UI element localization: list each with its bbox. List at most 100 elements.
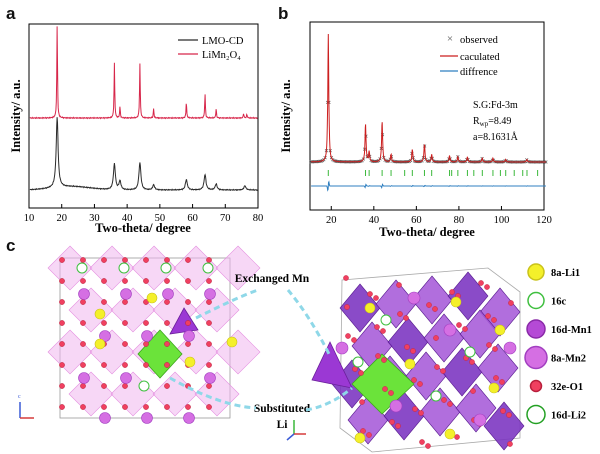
panel-b-tick-label: 80 — [454, 215, 465, 226]
panel-a-legend: LMO-CD LiMn₂O₄ — [178, 36, 244, 61]
atom-o1 — [101, 404, 107, 410]
atom-o1 — [59, 341, 65, 347]
atom-o1 — [80, 278, 86, 284]
panel-a-series-1 — [29, 26, 258, 120]
atom-o1 — [389, 419, 395, 425]
panel-a-tick-label: 30 — [89, 213, 100, 224]
panel-a-tick-label: 80 — [253, 213, 264, 224]
atom-legend-swatch — [524, 345, 548, 370]
perspective-structure — [311, 267, 525, 453]
atom-o1 — [122, 341, 128, 347]
atom-o1 — [164, 383, 170, 389]
panel-c-structures: Exchanged Mn Substituted Li c 8a-Li1 16c 1… — [18, 245, 592, 453]
atom-o1 — [358, 370, 364, 376]
atom-o1 — [143, 341, 149, 347]
atom-o1 — [122, 257, 128, 263]
atom-o1 — [344, 304, 350, 310]
atom-o1 — [485, 313, 491, 319]
atom-mn — [78, 372, 90, 384]
atom-o1 — [206, 404, 212, 410]
mn-octahedron — [447, 271, 489, 321]
atom-o1 — [80, 320, 86, 326]
atom-o1 — [164, 299, 170, 305]
octahedron — [68, 287, 114, 333]
atom-legend: 8a-Li1 16c 16d-Mn1 8a-Mn2 32e-O1 16d-Li2 — [524, 263, 592, 425]
atom-o1 — [185, 320, 191, 326]
atom-legend-swatch — [526, 404, 546, 425]
atom-legend-label: 16c — [551, 297, 567, 308]
atom-o1 — [101, 383, 107, 389]
atom-mn — [99, 330, 111, 342]
atom-o1 — [164, 278, 170, 284]
octahedron — [68, 371, 114, 417]
atom-o1 — [345, 333, 351, 339]
atom-o1 — [449, 289, 455, 295]
atom-o1 — [164, 320, 170, 326]
legend-label-diffrence: diffrence — [460, 67, 498, 78]
atom-o1 — [382, 386, 388, 392]
atom-o1 — [59, 278, 65, 284]
atom-o1 — [80, 341, 86, 347]
atom-o1 — [206, 341, 212, 347]
atom-o1 — [80, 362, 86, 368]
panel-a-tick-label: 50 — [155, 213, 166, 224]
atom-o1 — [360, 428, 366, 434]
atom-o1 — [500, 408, 506, 414]
atom-mn2 — [443, 323, 457, 337]
atom-o1 — [59, 257, 65, 263]
atom-o1 — [122, 320, 128, 326]
panel-a-tick-label: 40 — [122, 213, 133, 224]
atom-o1 — [101, 299, 107, 305]
observed-point — [544, 160, 548, 164]
atom-16c — [352, 356, 364, 368]
atom-li1 — [444, 428, 456, 440]
atom-mn2 — [335, 341, 349, 355]
atom-16c — [464, 346, 476, 358]
atom-o1 — [80, 404, 86, 410]
atom-li1 — [94, 338, 106, 350]
atom-o1 — [59, 299, 65, 305]
atom-mn — [78, 288, 90, 300]
substituted-label-line1: Substituted — [254, 403, 311, 415]
atom-mn — [204, 288, 216, 300]
atom-o1 — [491, 317, 497, 323]
calculated-line — [311, 33, 546, 163]
atom-legend-swatch — [529, 379, 543, 393]
panel-b-chart: 20 40 60 80 100 120 Two-theta/ degree Intensi… — [279, 21, 552, 239]
atom-o1 — [425, 443, 431, 449]
octahedron — [215, 245, 261, 291]
substituted-label-line2: Li — [277, 419, 289, 431]
atom-o1 — [185, 404, 191, 410]
atom-o1 — [375, 353, 381, 359]
atom-o1 — [59, 404, 65, 410]
atom-o1 — [206, 383, 212, 389]
atom-li1 — [94, 308, 106, 320]
atom-16c — [160, 262, 172, 274]
atom-legend-swatch — [526, 319, 546, 339]
panel-a-series-0 — [29, 117, 258, 192]
atom-o1 — [412, 406, 418, 412]
refinement-annotation: S.G:Fd-3m Rwp=8.49 a=8.1631Å — [473, 100, 519, 143]
atom-mn — [183, 412, 195, 424]
atom-o1 — [351, 337, 357, 343]
atom-o1 — [440, 368, 446, 374]
atom-o1 — [508, 300, 514, 306]
exchanged-mn-arrow-right — [286, 289, 332, 357]
atom-o1 — [411, 377, 417, 383]
atom-mn — [120, 288, 132, 300]
atom-mn — [120, 372, 132, 384]
atom-mn2 — [503, 341, 517, 355]
octahedron — [152, 371, 198, 417]
atom-o1 — [359, 399, 365, 405]
octahedron — [215, 329, 261, 375]
svg-text:c: c — [18, 394, 21, 400]
exchanged-mn-tetrahedron-3d — [311, 341, 353, 389]
mn-octahedron — [483, 401, 525, 451]
lattice-parameter-label: a=8.1631Å — [473, 131, 519, 143]
atom-16c — [380, 314, 392, 326]
atom-o1 — [366, 432, 372, 438]
atom-o1 — [478, 280, 484, 286]
atom-o1 — [462, 326, 468, 332]
atom-o1 — [454, 434, 460, 440]
